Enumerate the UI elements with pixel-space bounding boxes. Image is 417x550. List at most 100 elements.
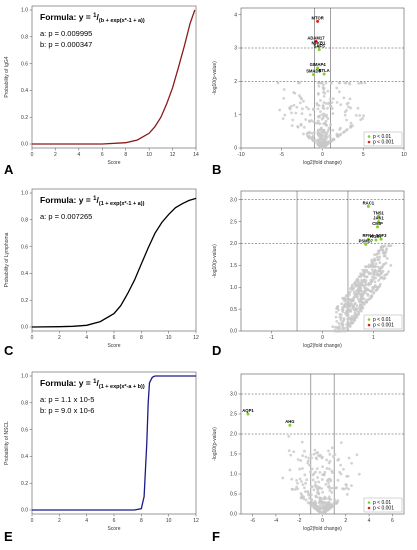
grey-point xyxy=(313,503,317,507)
y-tick-label: 3 xyxy=(234,46,237,52)
formula-numerator: 1 xyxy=(93,196,97,202)
chart-a: 0 2 4 6 8 10 12 14 0.0 0.2 0.4 0.6 0.8 1.0 Score Probab… xyxy=(4,5,199,166)
grey-point xyxy=(378,268,382,271)
chart-e: 0 2 4 6 8 10 12 0.0 0.2 0.4 0.6 0.8 1.0 Score Probabil… xyxy=(4,371,199,532)
legend-label: p < 0.01 xyxy=(373,134,391,140)
grey-point xyxy=(368,289,372,293)
grey-point xyxy=(290,477,294,481)
grey-point xyxy=(367,297,371,301)
significant-point xyxy=(377,214,381,218)
y-tick-label: 0.8 xyxy=(21,35,28,41)
grey-point xyxy=(383,276,387,280)
y-tick-label: 1.0 xyxy=(230,285,237,291)
grey-point xyxy=(354,293,358,296)
chart-c: 0 2 4 6 8 10 12 0.0 0.2 0.4 0.6 0.8 1.0 Score Probabil… xyxy=(4,188,199,349)
gene-label: NFKB1 xyxy=(311,40,326,45)
grey-point xyxy=(346,101,350,105)
grey-point xyxy=(348,317,352,321)
significant-point xyxy=(377,220,381,224)
grey-point xyxy=(380,245,384,249)
grey-point xyxy=(329,123,333,127)
grey-point xyxy=(343,296,347,300)
grey-point xyxy=(321,455,324,459)
x-tick-label: 2 xyxy=(54,152,57,158)
grey-point xyxy=(374,262,378,266)
grey-point xyxy=(301,107,304,111)
grey-point xyxy=(342,96,346,100)
y-tick-label: 0.6 xyxy=(21,427,28,433)
y-tick-label: 0.2 xyxy=(21,115,28,121)
gene-label: CMIP xyxy=(372,221,383,226)
formula-slash: / xyxy=(96,378,99,388)
grey-point xyxy=(299,96,302,99)
grey-point xyxy=(325,502,328,506)
grey-point xyxy=(343,329,347,333)
legend-marker xyxy=(367,323,371,327)
grey-point xyxy=(316,92,320,96)
grey-point xyxy=(337,90,341,94)
formula-denominator: (1 + exp(x*-1 + a)) xyxy=(99,201,145,207)
grey-point xyxy=(307,107,310,111)
grey-point xyxy=(356,288,360,292)
grey-point xyxy=(361,302,365,305)
x-tick-label: 10 xyxy=(166,518,172,524)
grey-point xyxy=(310,485,314,489)
grey-point xyxy=(339,472,343,476)
grey-point xyxy=(315,102,319,105)
grey-point xyxy=(306,459,310,463)
grey-point xyxy=(324,101,328,105)
grey-point xyxy=(328,467,331,471)
grey-point xyxy=(313,448,317,452)
grey-point xyxy=(371,285,375,289)
grey-point xyxy=(321,106,325,110)
chart-d: -1 0 1 0.0 0.5 1.0 1.5 2.0 2.5 3.0 log2(fold chang… xyxy=(212,190,405,349)
grey-point xyxy=(336,326,340,330)
grey-point xyxy=(319,496,323,500)
grey-point xyxy=(356,281,359,285)
grey-point xyxy=(336,478,340,482)
grey-point xyxy=(335,501,339,504)
y-tick-label: 1.0 xyxy=(230,472,237,478)
grey-point xyxy=(326,117,330,120)
grey-point xyxy=(322,128,326,132)
grey-point xyxy=(349,121,353,125)
grey-point xyxy=(360,305,364,309)
grey-point xyxy=(308,113,312,117)
grey-point xyxy=(330,107,334,110)
grey-point xyxy=(288,468,292,472)
grey-point xyxy=(307,119,311,123)
x-tick-label: 6 xyxy=(113,335,116,341)
grey-point xyxy=(330,446,334,450)
grey-point xyxy=(374,288,378,292)
grey-point xyxy=(303,449,306,453)
grey-point xyxy=(350,321,354,325)
grey-point xyxy=(370,265,373,269)
grey-point xyxy=(340,308,344,312)
chart-b: -10 -5 0 5 10 0 1 2 3 4 log2(fold change) -log10(p-… xyxy=(212,7,407,166)
y-tick-label: 0.2 xyxy=(21,298,28,304)
formula-slash: / xyxy=(96,12,99,22)
grey-point xyxy=(298,81,301,85)
x-tick-label: 4 xyxy=(368,518,371,524)
grey-point xyxy=(287,434,291,438)
x-tick-label: -6 xyxy=(250,518,255,524)
param-text: a: p = 0.009995 xyxy=(40,29,92,38)
grey-point xyxy=(317,84,321,88)
grey-point xyxy=(354,315,358,319)
grey-point xyxy=(325,115,329,119)
grey-point xyxy=(354,114,358,117)
grey-point xyxy=(323,143,327,147)
significant-point xyxy=(317,48,321,52)
x-axis-label: Score xyxy=(107,526,120,532)
legend-label: p < 0.001 xyxy=(373,140,394,146)
grey-point xyxy=(296,481,299,485)
grey-point xyxy=(331,471,334,474)
y-tick-label: 1.0 xyxy=(21,191,28,197)
panel-letter: D xyxy=(212,343,222,358)
grey-point xyxy=(288,106,292,110)
legend-marker xyxy=(367,140,371,144)
grey-point xyxy=(317,104,321,107)
grey-point xyxy=(311,134,315,138)
grey-point xyxy=(318,143,322,147)
grey-point xyxy=(281,476,285,480)
